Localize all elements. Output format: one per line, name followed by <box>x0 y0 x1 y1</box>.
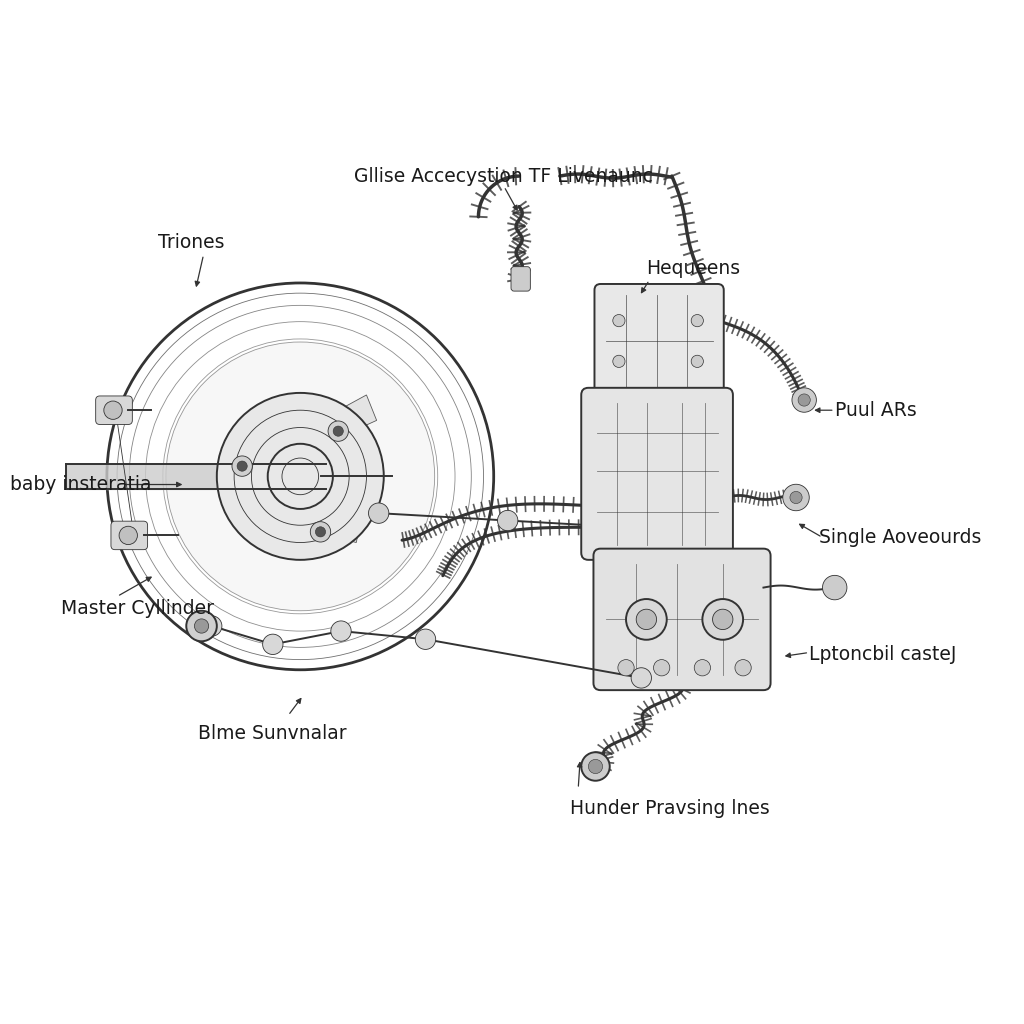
Text: baby insteratia: baby insteratia <box>10 475 152 494</box>
Circle shape <box>782 484 809 511</box>
Circle shape <box>202 615 222 636</box>
Circle shape <box>333 426 343 436</box>
Circle shape <box>702 599 743 640</box>
Circle shape <box>792 388 816 413</box>
Text: Gllise Accecystion TF Livenaunc: Gllise Accecystion TF Livenaunc <box>354 167 653 186</box>
Circle shape <box>713 609 733 630</box>
Circle shape <box>694 659 711 676</box>
Circle shape <box>166 342 434 610</box>
FancyBboxPatch shape <box>511 266 530 291</box>
Circle shape <box>798 394 810 407</box>
Text: Master Cyllinder: Master Cyllinder <box>61 598 214 617</box>
Circle shape <box>822 575 847 600</box>
Circle shape <box>315 526 326 537</box>
FancyBboxPatch shape <box>95 396 132 425</box>
Text: Blme Sunvnalar: Blme Sunvnalar <box>199 724 347 742</box>
Circle shape <box>186 610 217 641</box>
FancyBboxPatch shape <box>582 388 733 560</box>
Circle shape <box>612 355 625 368</box>
Circle shape <box>617 659 634 676</box>
Circle shape <box>691 355 703 368</box>
Circle shape <box>589 760 602 773</box>
Circle shape <box>582 753 609 780</box>
Circle shape <box>103 401 122 420</box>
Text: Puul ARs: Puul ARs <box>835 400 916 420</box>
Circle shape <box>498 510 518 530</box>
Circle shape <box>691 314 703 327</box>
Circle shape <box>626 599 667 640</box>
Circle shape <box>612 314 625 327</box>
Polygon shape <box>310 395 377 445</box>
Text: Single Aoveourds: Single Aoveourds <box>819 528 982 547</box>
Circle shape <box>217 393 384 560</box>
FancyBboxPatch shape <box>111 521 147 550</box>
Circle shape <box>328 421 348 441</box>
Circle shape <box>238 461 247 471</box>
Circle shape <box>790 492 802 504</box>
Circle shape <box>232 456 252 476</box>
Circle shape <box>119 526 137 545</box>
Text: Hequeens: Hequeens <box>646 259 740 278</box>
Polygon shape <box>280 502 361 543</box>
Circle shape <box>636 609 656 630</box>
Circle shape <box>369 503 389 523</box>
Circle shape <box>416 629 435 649</box>
Text: Triones: Triones <box>158 233 224 253</box>
FancyBboxPatch shape <box>594 549 771 690</box>
Circle shape <box>653 659 670 676</box>
FancyBboxPatch shape <box>595 284 724 398</box>
Circle shape <box>310 521 331 542</box>
Circle shape <box>262 634 283 654</box>
Circle shape <box>631 668 651 688</box>
Circle shape <box>195 618 209 633</box>
Circle shape <box>735 659 752 676</box>
Circle shape <box>331 621 351 641</box>
Text: Lptoncbil casteJ: Lptoncbil casteJ <box>809 645 956 664</box>
Text: Hunder Pravsing lnes: Hunder Pravsing lnes <box>570 799 770 818</box>
